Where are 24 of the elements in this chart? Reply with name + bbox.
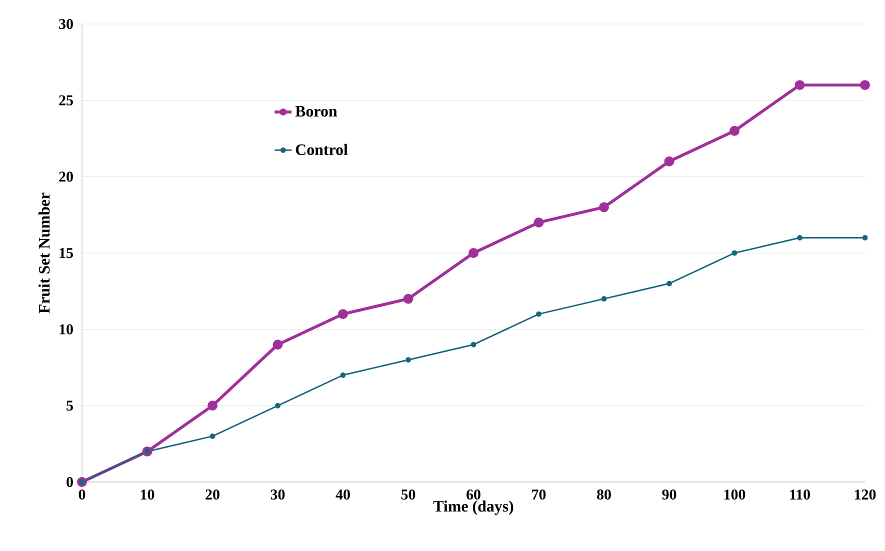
y-tick-label: 30 (59, 18, 73, 30)
x-tick-label: 80 (597, 490, 611, 500)
x-tick-label: 60 (466, 490, 480, 500)
y-tick-label: 10 (60, 324, 73, 334)
y-tick-label: 25 (59, 95, 73, 106)
x-tick-label: 100 (724, 490, 746, 500)
x-tick-label: 50 (401, 490, 416, 500)
y-tick-label: 20 (59, 172, 73, 182)
x-tick-label: 70 (532, 490, 546, 500)
y-tick-label: 5 (66, 400, 73, 411)
y-tick-label: 0 (66, 476, 73, 488)
x-tick-label: 10 (140, 490, 154, 500)
x-tick-label: 90 (662, 490, 676, 500)
x-tick-label: 40 (336, 490, 350, 500)
x-axis-title: Time (days) (433, 500, 514, 515)
x-tick-label: 110 (790, 490, 810, 500)
legend-label: Boron (295, 106, 338, 117)
x-tick-label: 0 (78, 490, 86, 500)
legend-label: Control (296, 144, 348, 156)
x-tick-label: 120 (855, 490, 876, 500)
y-axis-title: Fruit Set Number (38, 192, 50, 314)
x-tick-label: 20 (206, 490, 220, 500)
x-tick-label: 30 (270, 490, 285, 500)
y-tick-label: 15 (60, 248, 73, 258)
